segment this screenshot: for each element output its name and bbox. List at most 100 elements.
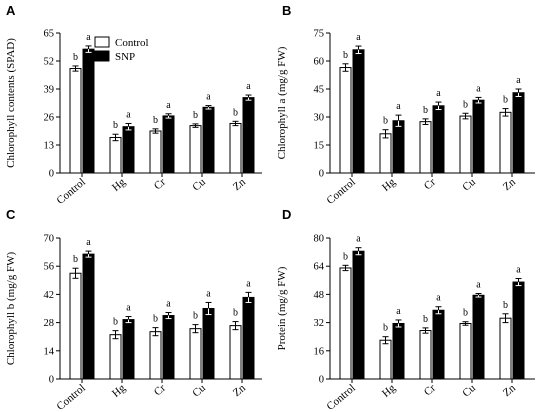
significance-label: a: [246, 81, 251, 92]
significance-label: b: [383, 323, 388, 334]
y-tick-label: 26: [44, 113, 55, 124]
bar-control: [459, 115, 472, 174]
bar-snp: [202, 308, 215, 380]
y-tick-label: 39: [44, 85, 55, 96]
significance-label: b: [153, 314, 158, 325]
bar-snp: [82, 48, 95, 174]
significance-label: b: [503, 300, 508, 311]
y-tick-label: 32: [314, 318, 325, 329]
x-tick-label: Hg: [380, 176, 398, 194]
bar-control: [379, 339, 392, 380]
x-tick-label: Control: [54, 176, 87, 207]
bar-control: [69, 68, 82, 174]
bar-snp: [432, 309, 445, 380]
significance-label: a: [86, 32, 91, 43]
x-tick-label: Hg: [380, 382, 398, 400]
legend-swatch-snp: [94, 50, 110, 62]
significance-label: a: [206, 92, 211, 103]
legend-label: Control: [115, 37, 149, 49]
bar-snp: [472, 294, 485, 380]
y-tick-label: 60: [314, 57, 325, 68]
significance-label: b: [193, 311, 198, 322]
y-tick-label: 42: [44, 290, 55, 301]
significance-label: a: [166, 100, 171, 111]
significance-label: a: [396, 101, 401, 112]
bar-control: [339, 267, 352, 380]
significance-label: b: [343, 50, 348, 61]
bar-snp: [512, 92, 525, 174]
y-tick-label: 70: [44, 234, 55, 245]
bar-control: [189, 125, 202, 174]
y-tick-label: 80: [314, 234, 325, 245]
y-axis-label: Protein (mg/g FW): [276, 266, 288, 350]
x-tick-label: Zn: [231, 382, 248, 399]
bar-snp: [242, 296, 255, 380]
significance-label: b: [193, 110, 198, 121]
bar-snp: [352, 49, 365, 174]
y-tick-label: 0: [319, 169, 324, 180]
significance-label: a: [126, 303, 131, 314]
significance-label: a: [476, 280, 481, 291]
bar-control: [499, 317, 512, 380]
bar-control: [69, 272, 82, 380]
y-tick-label: 0: [49, 169, 54, 180]
x-tick-label: Hg: [110, 382, 128, 400]
bar-snp: [202, 106, 215, 174]
x-tick-label: Cr: [152, 382, 168, 398]
bar-control: [419, 330, 432, 380]
bar-snp: [122, 126, 135, 174]
significance-label: b: [153, 115, 158, 126]
x-tick-label: Cu: [460, 382, 478, 400]
bar-control: [499, 111, 512, 174]
significance-label: b: [73, 52, 78, 63]
y-tick-label: 14: [44, 346, 55, 357]
y-tick-label: 0: [319, 375, 324, 386]
x-tick-label: Control: [324, 382, 357, 412]
y-tick-label: 30: [314, 113, 325, 124]
significance-label: a: [206, 288, 211, 299]
significance-label: a: [86, 237, 91, 248]
y-tick-label: 0: [49, 375, 54, 386]
bar-snp: [512, 281, 525, 380]
x-tick-label: Control: [54, 382, 87, 412]
bar-snp: [392, 120, 405, 174]
significance-label: a: [516, 75, 521, 86]
y-tick-label: 52: [44, 57, 55, 68]
y-tick-label: 65: [44, 29, 55, 40]
significance-label: b: [423, 314, 428, 325]
significance-label: a: [436, 293, 441, 304]
y-tick-label: 75: [314, 29, 325, 40]
significance-label: b: [463, 308, 468, 319]
bar-control: [189, 328, 202, 380]
bar-snp: [472, 99, 485, 174]
x-tick-label: Zn: [501, 176, 518, 193]
bar-control: [229, 325, 242, 380]
bar-control: [459, 322, 472, 380]
significance-label: b: [113, 317, 118, 328]
panel-letter: B: [282, 3, 291, 18]
bar-control: [149, 331, 162, 380]
bar-snp: [82, 253, 95, 380]
bar-control: [109, 334, 122, 380]
significance-label: b: [73, 254, 78, 265]
y-axis-label: Chlorophyll a (mg/g FW): [276, 46, 288, 159]
bar-snp: [352, 250, 365, 380]
bar-snp: [392, 322, 405, 380]
bar-control: [229, 122, 242, 174]
bar-control: [149, 130, 162, 174]
significance-label: a: [476, 83, 481, 94]
x-tick-label: Cr: [422, 382, 438, 398]
x-tick-label: Cu: [190, 176, 208, 194]
significance-label: b: [463, 99, 468, 110]
bar-snp: [122, 319, 135, 380]
x-tick-label: Cr: [152, 176, 168, 192]
significance-label: a: [356, 234, 361, 245]
y-tick-label: 45: [314, 85, 325, 96]
significance-label: b: [113, 120, 118, 131]
bar-control: [379, 133, 392, 174]
significance-label: a: [246, 278, 251, 289]
y-axis-label: Chlorophyll contents (SPAD): [5, 38, 17, 168]
bar-control: [419, 121, 432, 174]
y-tick-label: 48: [314, 290, 325, 301]
